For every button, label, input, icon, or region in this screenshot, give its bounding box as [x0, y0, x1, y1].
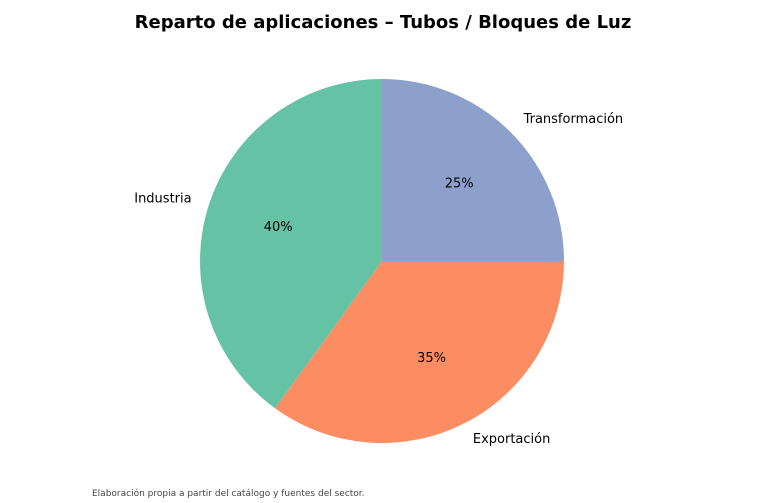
pie-slices [200, 79, 565, 444]
pie-pct-label-3: 40% [264, 220, 293, 235]
pie-category-label-3: Industria [134, 192, 191, 207]
pie-category-label-2: Exportación [473, 432, 550, 447]
pie-slice-2 [275, 261, 565, 444]
pie-category-label-1: Transformación [523, 112, 624, 127]
pie-slice-3 [200, 79, 382, 409]
pie-pct-label-1: 25% [445, 176, 474, 191]
pie-slice-1 [382, 79, 564, 261]
chart-title: Reparto de aplicaciones – Tubos / Bloque… [135, 12, 632, 33]
pie-pct-label-2: 35% [417, 351, 446, 366]
source-footnote: Elaboración propia a partir del catálogo… [92, 489, 365, 499]
pie-labels: 25% Transformación 35% Exportación 40% Indust… [134, 112, 623, 447]
